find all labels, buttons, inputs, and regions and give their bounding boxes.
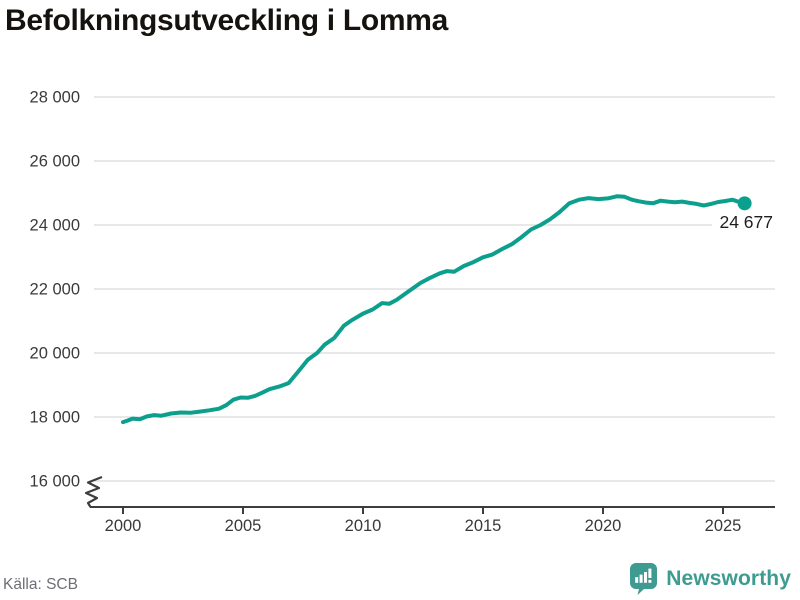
y-tick-label: 26 000 [30,153,80,171]
end-point-dot [737,196,752,211]
y-tick-label: 20 000 [30,345,80,363]
y-tick-label: 18 000 [30,409,80,427]
y-tick-label: 28 000 [30,89,80,107]
end-value-label: 24 677 [719,212,773,232]
x-tick-label: 2025 [705,517,742,535]
population-line [121,194,747,425]
y-tick-label: 22 000 [30,281,80,299]
y-tick-label: 16 000 [30,473,80,491]
newsworthy-logo[interactable]: Newsworthy [630,562,791,596]
y-tick-label: 24 000 [30,217,80,235]
end-value-label-bg [712,211,776,233]
newsworthy-bar-chart-bubble-icon [630,563,658,595]
x-tick-label: 2020 [585,517,622,535]
y-axis-break-icon [84,475,103,508]
x-tick-label: 2005 [225,517,262,535]
source-label: Källa: SCB [3,576,78,593]
x-tick-label: 2015 [465,517,502,535]
chart-title: Befolkningsutveckling i Lomma [5,4,449,37]
x-tick-label: 2000 [105,517,142,535]
newsworthy-wordmark: Newsworthy [666,567,791,590]
x-tick-label: 2010 [345,517,382,535]
